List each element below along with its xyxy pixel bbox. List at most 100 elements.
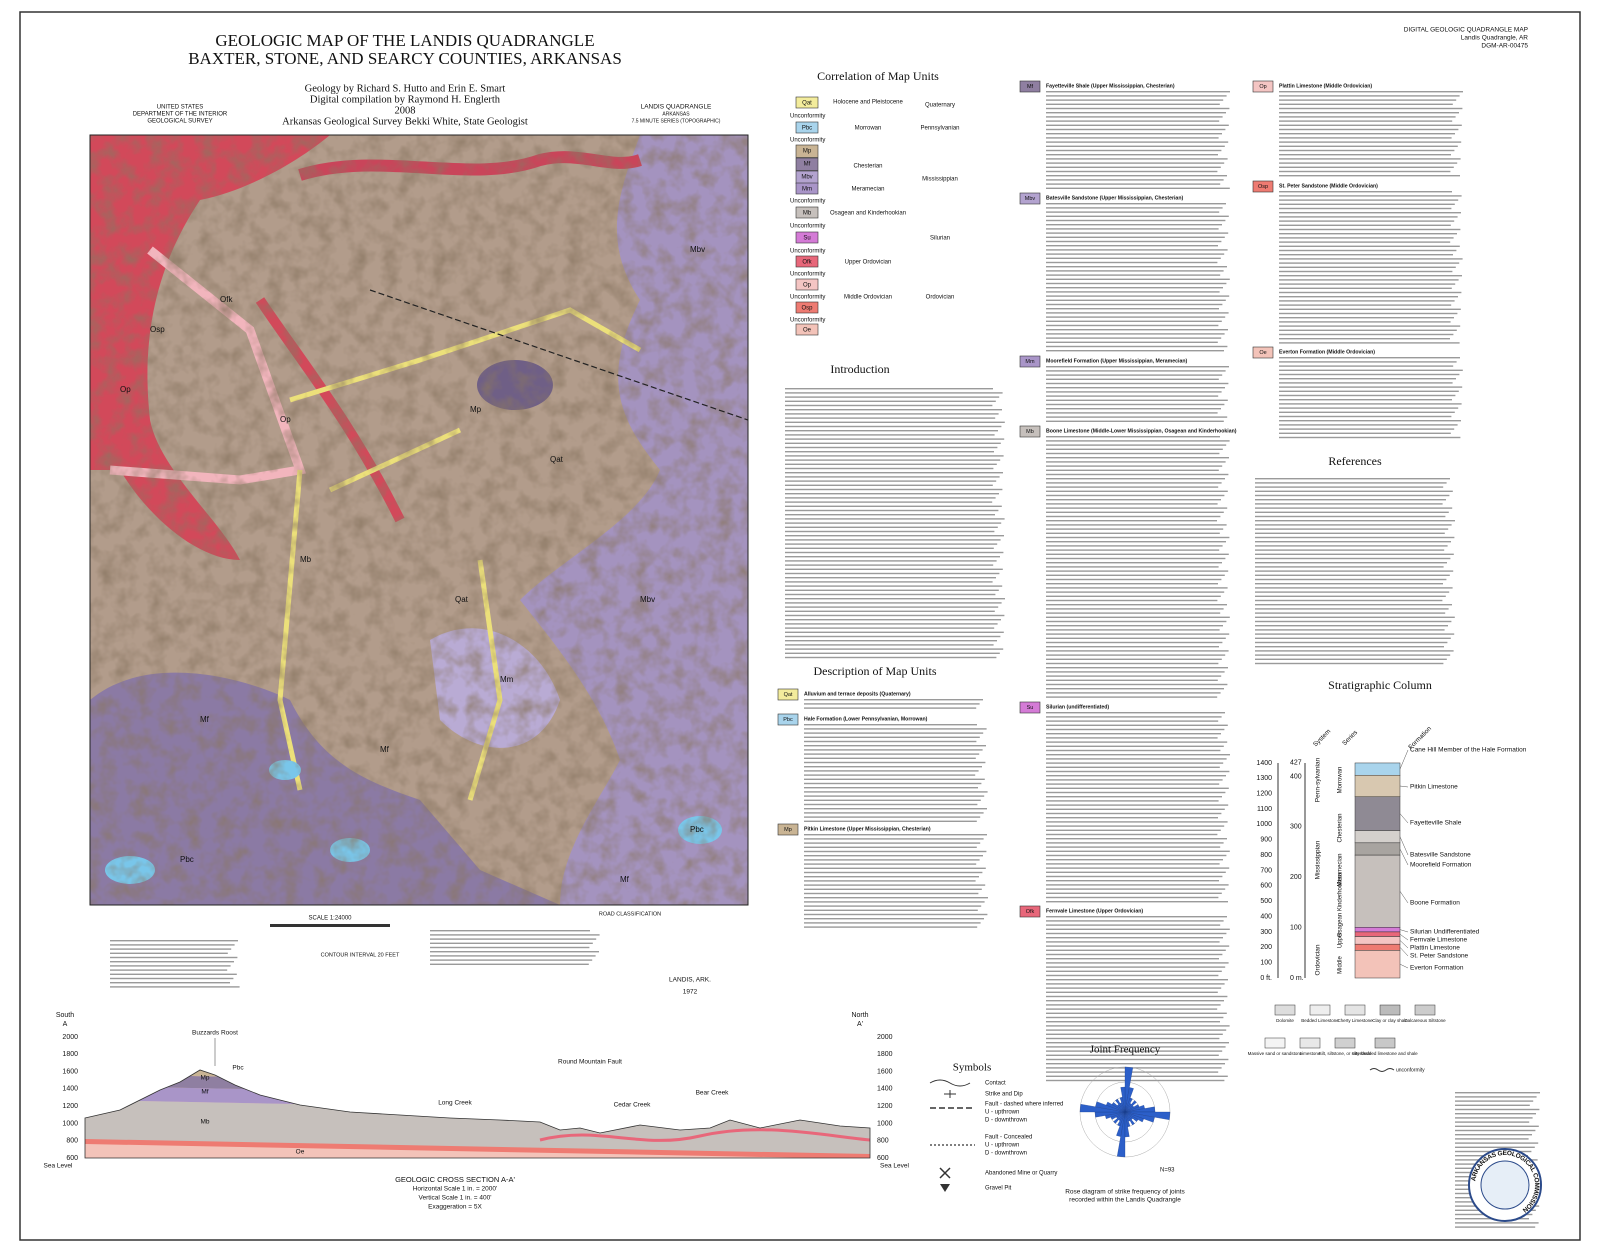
text-line [1046,800,1219,802]
text-line [785,480,997,482]
feet-tick: 100 [1260,959,1272,966]
text-line [1046,658,1222,660]
text-line [1046,932,1227,935]
leader [1399,934,1409,941]
lithology-label: Limestone [1300,1051,1321,1056]
text-line [1046,120,1220,122]
text-line [1046,270,1224,272]
text-line [1046,825,1225,827]
text-line [785,619,1001,621]
map-unit-label: Osp [150,325,165,334]
xs-unit-label: Oe [296,1149,305,1156]
meter-tick: 400 [1290,773,1302,780]
text-line [1046,158,1228,160]
text-line [1279,145,1458,147]
elevation-tick: 800 [877,1138,889,1145]
text-line [1255,553,1454,555]
text-line [785,417,996,419]
feature-label: Cedar Creek [614,1102,652,1109]
text-line [1046,486,1219,488]
feature-label: Buzzards Roost [192,1030,238,1037]
text-line [1046,366,1229,368]
text-line [110,986,240,988]
text-line [804,761,986,764]
text-line [1046,549,1220,551]
text-line [1046,444,1227,446]
text-line [1046,728,1225,731]
unit-code: Mb [803,211,812,217]
section-heading: Stratigraphic Column [1328,678,1432,692]
text-line [1255,507,1453,509]
text-line [804,884,986,886]
text-line [1255,604,1452,606]
unit-box [1019,80,1041,93]
unit-name: Plattin Limestone (Middle Ordovician) [1279,83,1372,89]
text-line [1046,808,1225,810]
text-line [1279,407,1459,409]
text-line [1279,162,1458,164]
text-line [1046,448,1223,450]
unit-code: Osp [1258,184,1268,190]
text-line [1046,920,1224,922]
text-line [785,425,1002,428]
section-heading: Description of Map Units [814,664,937,678]
text-line [1255,599,1443,602]
xs-caption: Exaggeration = 5X [428,1204,482,1211]
text-line [1046,465,1223,467]
section-heading: Correlation of Map Units [817,69,939,83]
text-line [785,467,994,470]
text-line [1046,787,1229,789]
unit-box [795,157,819,171]
text-line [1279,203,1455,205]
text-line [1046,91,1230,93]
text-line [785,635,1001,638]
elevation-tick: 2000 [62,1034,78,1041]
leader [1399,963,1409,969]
text-line [785,434,995,436]
text-line [1046,553,1229,555]
text-line [1279,394,1456,397]
lithology-swatch [1299,1037,1321,1049]
formation-label: Cane Hill Member of the Hale Formation [1410,747,1527,754]
text-line [430,946,590,949]
rose-petal [1124,1111,1130,1138]
text-line [1046,574,1225,576]
series-label: DGM-AR-00475 [1481,43,1528,50]
unit-code: Mm [802,187,812,193]
text-line [1279,382,1453,384]
text-line [1046,863,1220,865]
text-line [1255,486,1444,488]
text-line [1255,549,1445,551]
text-line [1046,107,1230,110]
text-line [1279,254,1453,256]
elevation-tick: 1200 [62,1103,78,1110]
xs-unit-label: Pbc [232,1065,244,1072]
text-line [1046,733,1221,735]
strat-layer [1354,774,1401,798]
text-line [1046,478,1225,480]
text-line [804,740,977,743]
text-line [1046,724,1228,726]
text-line [1255,620,1452,623]
text-line [804,842,981,844]
unit-code: Op [803,283,812,289]
text-line [1279,291,1462,294]
subtitle: BAXTER, STONE, AND SEARCY COUNTIES, ARKA… [188,49,622,68]
formation-label: Fernvale Limestone [1410,937,1467,944]
lithology-label: Silt, siltstone, or silty shale [1319,1051,1372,1056]
text-line [1279,199,1459,201]
text-line [1279,308,1461,310]
text-line [1046,966,1226,968]
text-line [785,614,1005,617]
text-line [1046,461,1226,463]
unit-box [795,182,819,195]
text-line [1046,970,1222,972]
sea-level: Sea Level [880,1163,909,1170]
unit-box [777,713,799,726]
meter-tick: 427 [1290,760,1302,767]
text-line [1046,1042,1229,1044]
text-line [1046,1016,1224,1019]
text-line [1046,562,1222,564]
unit-box [1019,701,1041,714]
text-line [1255,541,1451,543]
